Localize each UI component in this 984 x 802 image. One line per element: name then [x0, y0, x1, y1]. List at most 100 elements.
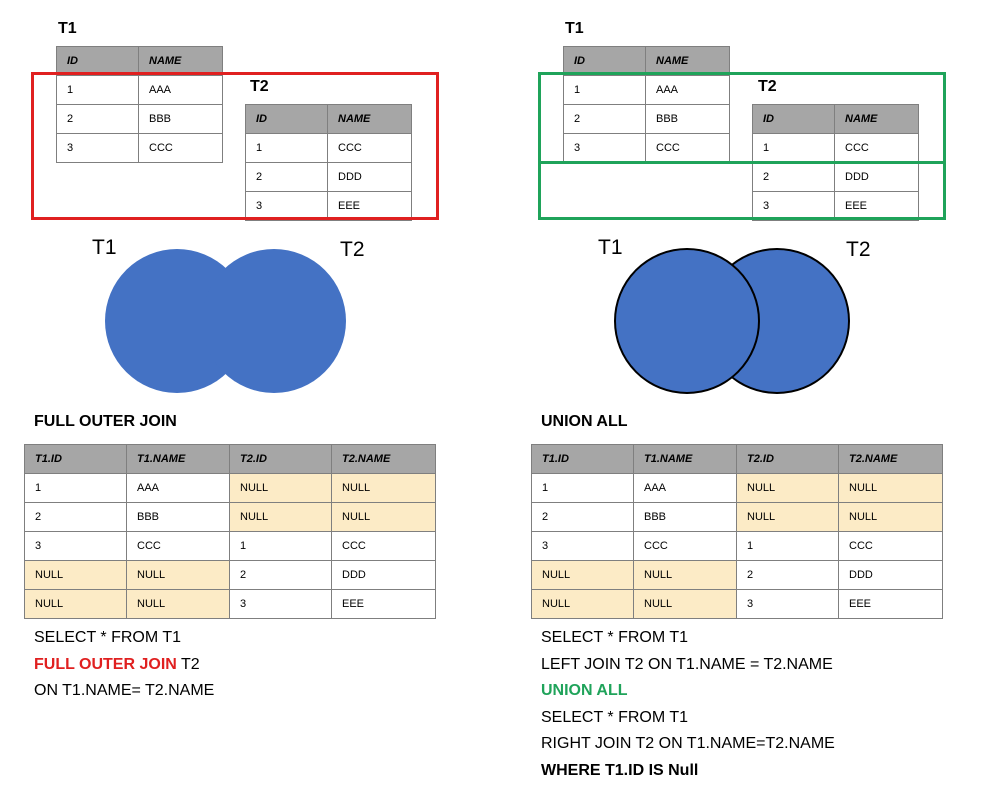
null-cell: NULL — [736, 473, 839, 503]
table-row: 2 DDD — [245, 162, 412, 192]
table-cell: 1 — [531, 473, 634, 503]
table-cell: 1 — [24, 473, 127, 503]
table-cell: 2 — [736, 560, 839, 590]
table-row: 1 AAA — [563, 75, 730, 105]
table-row: 2 BBB NULL NULL — [24, 502, 436, 532]
table-cell: 2 — [531, 502, 634, 532]
left-result-table: T1.ID T1.NAME T2.ID T2.NAME 1 AAA NULL N… — [24, 444, 436, 619]
null-cell: NULL — [736, 502, 839, 532]
sql-keyword-full-outer-join: FULL OUTER JOIN — [34, 655, 177, 673]
right-sql-block: SELECT * FROM T1 LEFT JOIN T2 ON T1.NAME… — [541, 625, 835, 784]
sql-line: ON T1.NAME= T2.NAME — [34, 682, 215, 699]
null-cell: NULL — [126, 589, 230, 619]
null-cell: NULL — [633, 589, 737, 619]
table-row: 1 AAA NULL NULL — [24, 473, 436, 503]
table-cell: 1 — [752, 133, 835, 163]
table-cell: EEE — [838, 589, 943, 619]
null-cell: NULL — [229, 473, 332, 503]
sql-line: SELECT * FROM T1 — [34, 629, 181, 646]
table-cell: CCC — [633, 531, 737, 561]
sql-line: SELECT * FROM T1 — [541, 629, 688, 646]
table-cell: 1 — [736, 531, 839, 561]
header-cell: NAME — [834, 104, 919, 134]
header-cell: NAME — [645, 46, 730, 76]
table-row: 2 BBB — [56, 104, 223, 134]
table-cell: 3 — [736, 589, 839, 619]
header-cell: T1.ID — [531, 444, 634, 474]
table-cell: BBB — [645, 104, 730, 134]
header-cell: ID — [56, 46, 139, 76]
table-row: 3 EEE — [752, 191, 919, 221]
table-cell: 1 — [245, 133, 328, 163]
null-cell: NULL — [531, 589, 634, 619]
null-cell: NULL — [331, 502, 436, 532]
table-header-row: ID NAME — [245, 104, 412, 134]
table-cell: CCC — [645, 133, 730, 163]
sql-line: SELECT * FROM T1 — [541, 708, 688, 726]
sql-line-rest: T2 — [176, 655, 200, 673]
header-cell: T2.ID — [229, 444, 332, 474]
table-cell: 3 — [56, 133, 139, 163]
table-cell: AAA — [138, 75, 223, 105]
right-section-title: UNION ALL — [541, 413, 628, 430]
union-all-venn-diagram — [614, 248, 850, 394]
full-outer-venn-diagram — [105, 249, 346, 393]
right-t2-label: T2 — [758, 78, 777, 95]
table-cell: 2 — [229, 560, 332, 590]
header-cell: T2.NAME — [331, 444, 436, 474]
table-cell: 3 — [229, 589, 332, 619]
table-row: NULL NULL 2 DDD — [24, 560, 436, 590]
full-outer-highlight-box — [31, 72, 439, 220]
table-cell: 2 — [24, 502, 127, 532]
sql-line: FULL OUTER JOIN T2 — [34, 652, 214, 679]
table-row: NULL NULL 3 EEE — [24, 589, 436, 619]
table-header-row: T1.ID T1.NAME T2.ID T2.NAME — [531, 444, 943, 474]
left-venn-label-t2: T2 — [340, 238, 365, 261]
header-cell: T1.ID — [24, 444, 127, 474]
table-cell: CCC — [838, 531, 943, 561]
table-cell: DDD — [331, 560, 436, 590]
table-cell: EEE — [331, 589, 436, 619]
left-t2-label: T2 — [250, 78, 269, 95]
table-cell: AAA — [633, 473, 737, 503]
null-cell: NULL — [331, 473, 436, 503]
table-cell: 2 — [245, 162, 328, 192]
table-cell: EEE — [834, 191, 919, 221]
table-header-row: T1.ID T1.NAME T2.ID T2.NAME — [24, 444, 436, 474]
table-cell: 1 — [229, 531, 332, 561]
table-cell: 3 — [24, 531, 127, 561]
sql-line-where: WHERE T1.ID IS Null — [541, 761, 699, 779]
table-row: 1 CCC — [752, 133, 919, 163]
sql-line: RIGHT JOIN T2 ON T1.NAME=T2.NAME — [541, 735, 835, 752]
table-cell: 3 — [752, 191, 835, 221]
left-t2-table: ID NAME 1 CCC 2 DDD 3 EEE — [245, 104, 412, 221]
table-cell: EEE — [327, 191, 412, 221]
table-row: 3 CCC — [56, 133, 223, 163]
table-cell: 2 — [563, 104, 646, 134]
table-row: NULL NULL 3 EEE — [531, 589, 943, 619]
null-cell: NULL — [229, 502, 332, 532]
right-t1-table: ID NAME 1 AAA 2 BBB 3 CCC — [563, 46, 730, 163]
table-header-row: ID NAME — [563, 46, 730, 76]
null-cell: NULL — [838, 502, 943, 532]
header-cell: ID — [563, 46, 646, 76]
header-cell: ID — [245, 104, 328, 134]
null-cell: NULL — [126, 560, 230, 590]
table-row: 1 AAA NULL NULL — [531, 473, 943, 503]
left-t1-label: T1 — [58, 20, 77, 37]
header-cell: NAME — [138, 46, 223, 76]
table-cell: 3 — [245, 191, 328, 221]
table-cell: 2 — [56, 104, 139, 134]
header-cell: T1.NAME — [126, 444, 230, 474]
table-cell: BBB — [138, 104, 223, 134]
null-cell: NULL — [24, 589, 127, 619]
table-row: 3 CCC 1 CCC — [24, 531, 436, 561]
left-t1-table: ID NAME 1 AAA 2 BBB 3 CCC — [56, 46, 223, 163]
left-sql-block: SELECT * FROM T1 FULL OUTER JOIN T2 ON T… — [34, 625, 214, 705]
table-cell: CCC — [331, 531, 436, 561]
header-cell: NAME — [327, 104, 412, 134]
right-t2-table: ID NAME 1 CCC 2 DDD 3 EEE — [752, 104, 919, 221]
header-cell: T1.NAME — [633, 444, 737, 474]
sql-line: LEFT JOIN T2 ON T1.NAME = T2.NAME — [541, 655, 833, 673]
null-cell: NULL — [24, 560, 127, 590]
